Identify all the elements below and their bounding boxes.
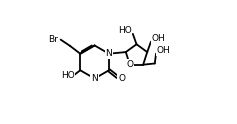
Text: N: N	[105, 49, 112, 58]
Text: HO: HO	[61, 71, 74, 80]
Text: OH: OH	[151, 34, 165, 43]
Text: HO: HO	[118, 26, 132, 35]
Text: Br: Br	[48, 35, 58, 44]
Text: O: O	[126, 60, 133, 69]
Text: O: O	[118, 74, 125, 83]
Text: N: N	[91, 74, 98, 83]
Text: OH: OH	[157, 46, 170, 55]
